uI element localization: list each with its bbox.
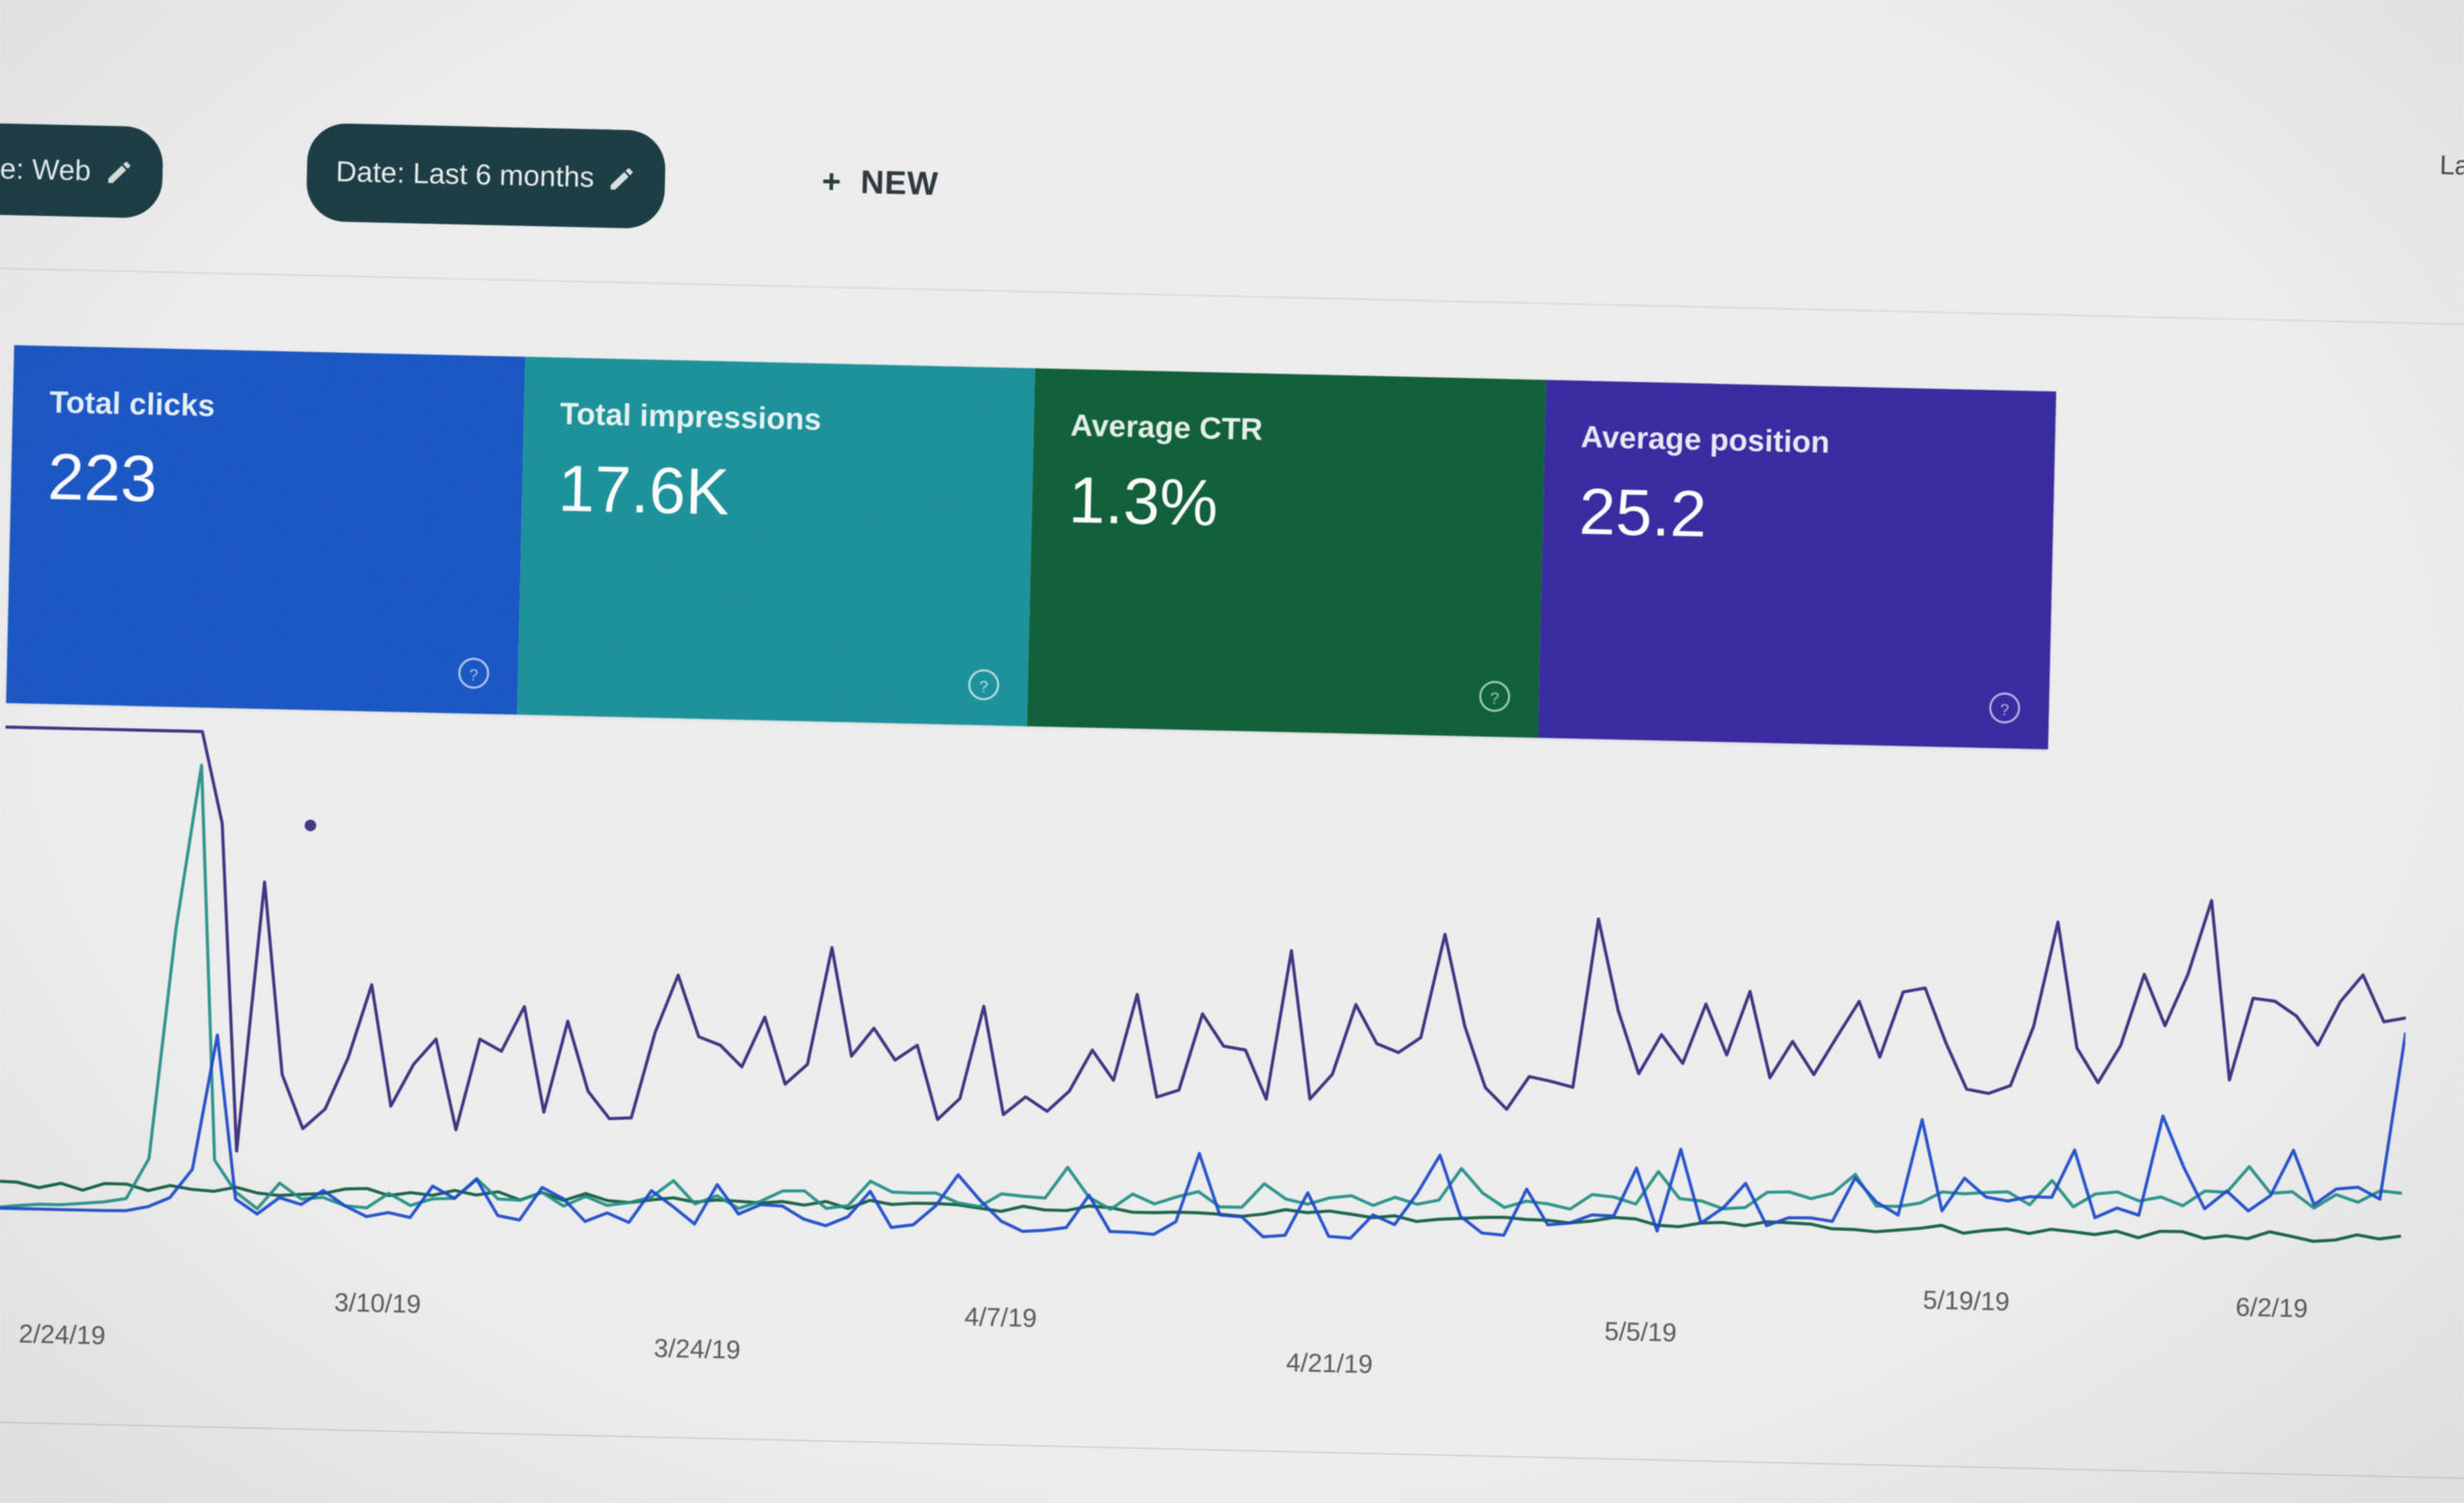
svg-text:?: ? [979,677,988,696]
svg-text:?: ? [469,666,478,684]
svg-text:?: ? [1490,689,1500,707]
svg-text:?: ? [2000,701,2010,719]
